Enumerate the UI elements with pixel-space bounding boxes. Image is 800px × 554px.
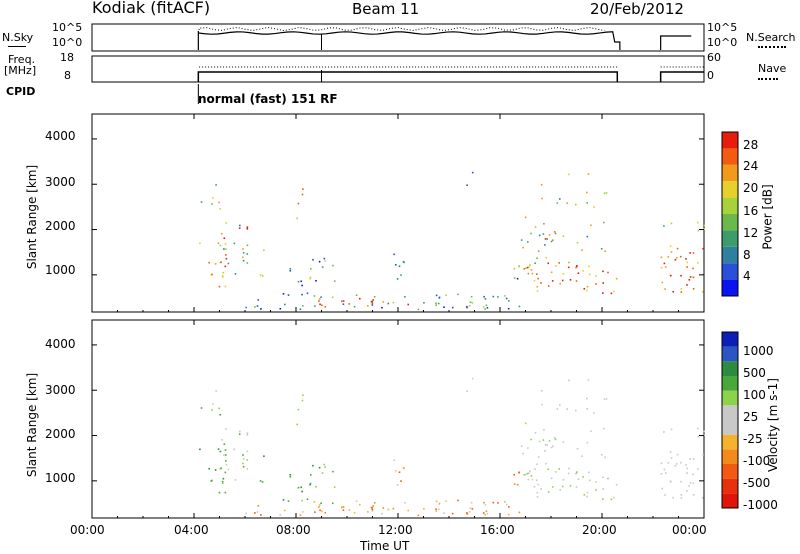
vel-cbar-tick: -100 xyxy=(743,454,771,468)
freq-left-tick-top: 18 xyxy=(60,51,74,64)
power-cbar-tick: 16 xyxy=(743,204,759,218)
power-panel-frame xyxy=(91,113,705,313)
nsearch-label: N.Search xyxy=(746,31,796,44)
nave-right-tick-top: 60 xyxy=(707,51,721,64)
freq-left-tick-bottom: 8 xyxy=(64,69,71,82)
vel-ytick-4000: 4000 xyxy=(45,337,76,351)
power-cbar-tick: 8 xyxy=(743,248,751,262)
velocity-panel-frame xyxy=(91,319,705,519)
vel-cbar-tick: 1000 xyxy=(743,344,774,358)
nsky-label: N.Sky xyxy=(2,31,34,44)
cpid-mode: normal (fast) 151 RF xyxy=(198,92,338,106)
nave-right-tick-bottom: 0 xyxy=(707,69,714,82)
vel-ytick-3000: 3000 xyxy=(45,383,76,397)
power-colorbar xyxy=(721,131,739,297)
nave-label: Nave xyxy=(758,62,787,75)
nave-label-dots xyxy=(758,78,778,80)
xtick-label: 12:00 xyxy=(378,523,413,537)
freq-label: Freq. xyxy=(8,53,36,66)
velocity-colorbar xyxy=(721,331,739,509)
vel-cbar-tick: 500 xyxy=(743,366,766,380)
freq-panel-frame xyxy=(91,55,705,83)
vel-ytick-1000: 1000 xyxy=(45,471,76,485)
power-cbar-tick: 20 xyxy=(743,181,759,195)
nsky-panel-frame xyxy=(91,23,705,52)
power-ytick-1000: 1000 xyxy=(45,263,76,277)
nsky-left-tick-top: 10^5 xyxy=(52,21,83,34)
xtick-label: 00:00 xyxy=(70,523,105,537)
station-title: Kodiak (fitACF) xyxy=(92,0,211,17)
power-data-layer xyxy=(199,171,706,311)
date-title: 20/Feb/2012 xyxy=(590,0,684,18)
power-cbar-tick: 24 xyxy=(743,159,759,173)
axis-ticks xyxy=(91,114,705,518)
beam-title: Beam 11 xyxy=(352,0,420,18)
header-lines xyxy=(197,26,704,104)
nsky-label-underline xyxy=(8,46,26,47)
power-ytick-4000: 4000 xyxy=(45,129,76,143)
vel-ytick-2000: 2000 xyxy=(45,427,76,441)
vel-cbar-tick: -25 xyxy=(743,432,763,446)
velocity-data-layer xyxy=(199,377,706,517)
vel-cbar-tick: 25 xyxy=(743,410,759,424)
xtick-label: 04:00 xyxy=(174,523,209,537)
xtick-label: 00:00 xyxy=(672,523,707,537)
power-ytick-3000: 3000 xyxy=(45,175,76,189)
power-cbar-tick: 12 xyxy=(743,226,759,240)
nsky-right-tick-bottom: 10^0 xyxy=(707,36,738,49)
xtick-label: 20:00 xyxy=(582,523,617,537)
nsearch-label-dots xyxy=(758,46,786,48)
power-cbar-tick: 4 xyxy=(743,269,751,283)
vel-cbar-tick: -500 xyxy=(743,476,771,490)
freq-unit: [MHz] xyxy=(4,64,37,77)
xaxis-label: Time UT xyxy=(360,539,410,553)
nsky-right-tick-top: 10^5 xyxy=(707,21,738,34)
xtick-label: 08:00 xyxy=(276,523,311,537)
vel-cbar-tick: -1000 xyxy=(743,498,778,512)
power-cbar-tick: 28 xyxy=(743,138,759,152)
cpid-label: CPID xyxy=(6,85,36,98)
nsky-left-tick-bottom: 10^0 xyxy=(52,36,83,49)
vel-cbar-tick: 100 xyxy=(743,388,766,402)
xtick-label: 16:00 xyxy=(480,523,515,537)
power-ytick-2000: 2000 xyxy=(45,219,76,233)
